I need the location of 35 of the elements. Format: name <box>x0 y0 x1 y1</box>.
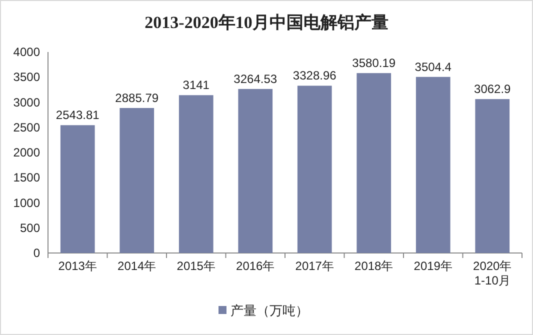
x-tick-label: 2018年 <box>354 259 394 273</box>
bar <box>356 73 392 253</box>
bar <box>475 99 510 253</box>
y-tick-label: 2000 <box>13 146 40 160</box>
x-tick-label: 2019年 <box>414 259 452 273</box>
bar <box>120 108 154 253</box>
bar <box>60 125 95 253</box>
data-label: 3504.4 <box>414 60 452 74</box>
x-tick-label: 2017年 <box>295 259 334 273</box>
x-tick-label: 2020年 1-10月 <box>473 259 512 288</box>
y-tick-label: 2500 <box>13 120 40 134</box>
x-tick-label: 2013年 <box>58 259 97 273</box>
x-tick-label: 2014年 <box>118 259 156 273</box>
chart-title: 2013-2020年10月中国电解铝产量 <box>144 13 388 32</box>
y-tick-label: 4000 <box>13 45 40 59</box>
data-label: 3264.53 <box>234 72 278 86</box>
data-label: 3141 <box>182 78 210 92</box>
data-label: 2885.79 <box>115 90 159 105</box>
bar <box>178 95 214 253</box>
data-label: 3328.96 <box>292 68 337 83</box>
y-tick-label: 0 <box>33 246 40 260</box>
bar <box>238 88 273 253</box>
data-label: 2543.81 <box>56 108 100 122</box>
y-tick-label: 1500 <box>13 170 40 185</box>
x-tick-label: 2015年 <box>176 259 216 273</box>
x-tick-label: 2016年 <box>236 259 275 273</box>
bar <box>297 86 332 253</box>
y-tick-label: 500 <box>20 220 40 235</box>
data-label: 3062.9 <box>474 82 512 96</box>
legend-label: 产量（万吨） <box>230 303 308 318</box>
y-tick-label: 1000 <box>13 196 40 210</box>
y-tick-label: 3000 <box>13 95 40 110</box>
bar <box>416 76 450 253</box>
data-label: 3580.19 <box>352 56 396 70</box>
y-tick-label: 3500 <box>13 70 40 84</box>
